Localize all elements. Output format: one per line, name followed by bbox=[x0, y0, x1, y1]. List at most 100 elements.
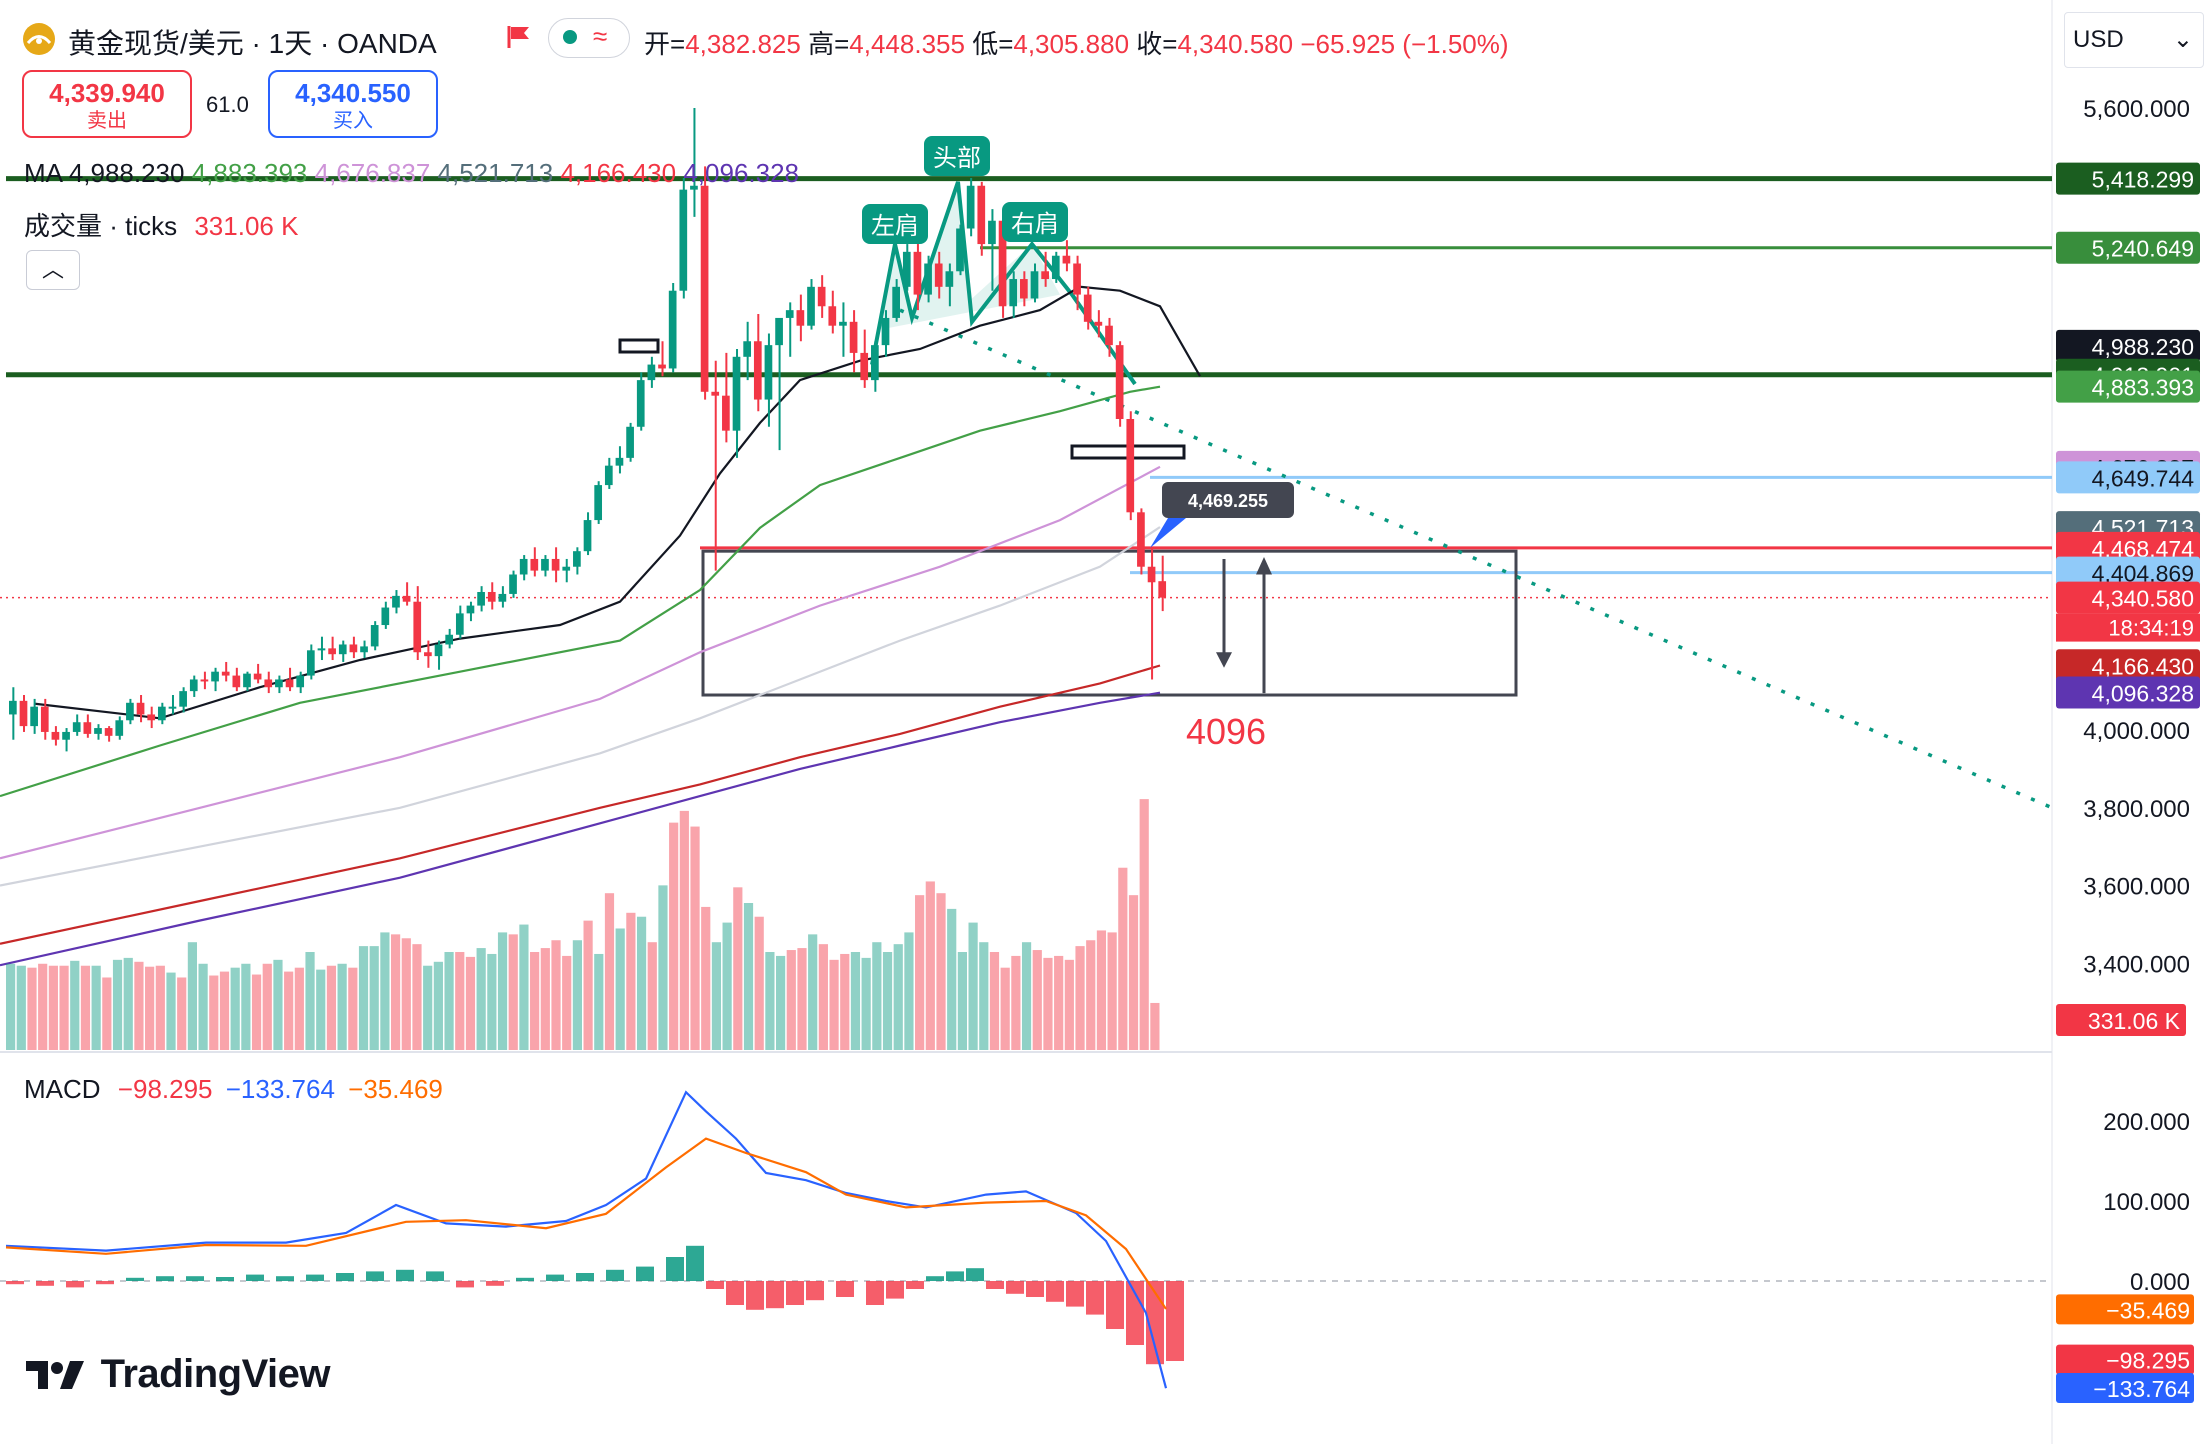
macd-histogram-bar bbox=[426, 1271, 444, 1281]
target-label: 4096 bbox=[1186, 711, 1266, 752]
volume-bar bbox=[669, 822, 679, 1050]
macd-badge-bg bbox=[2056, 1294, 2194, 1325]
candle-body bbox=[9, 700, 17, 715]
ma-legend-label: MA bbox=[24, 158, 62, 188]
left-shoulder-label: 左肩 bbox=[871, 213, 919, 240]
candle-body bbox=[934, 263, 943, 287]
flag-icon[interactable] bbox=[506, 24, 532, 57]
volume-bar bbox=[1021, 942, 1032, 1050]
candle-body bbox=[296, 675, 305, 688]
volume-bar bbox=[326, 965, 337, 1050]
macd-value: −98.295 bbox=[117, 1074, 213, 1104]
volume-bar bbox=[636, 916, 647, 1050]
sell-price: 4,339.940 bbox=[49, 78, 165, 108]
volume-bar bbox=[626, 912, 636, 1050]
volume-bar bbox=[893, 944, 903, 1050]
volume-bar bbox=[797, 948, 807, 1050]
macd-histogram-bar bbox=[126, 1277, 144, 1281]
macd-legend-label: MACD bbox=[24, 1074, 101, 1104]
currency-select[interactable]: USD ⌄ bbox=[2064, 12, 2204, 68]
low-label: 低= bbox=[972, 29, 1014, 59]
macd-histogram-bar bbox=[156, 1276, 174, 1281]
status-pill[interactable]: ≈ bbox=[548, 18, 630, 58]
volume-bar bbox=[1139, 799, 1149, 1050]
price-badge: 4,988.230 bbox=[2092, 334, 2194, 360]
buy-button[interactable]: 4,340.550 买入 bbox=[268, 70, 438, 138]
collapse-legend-button[interactable]: ︿ bbox=[26, 250, 80, 290]
volume-bar bbox=[508, 934, 518, 1050]
symbol-title[interactable]: 黄金现货/美元 · 1天 · OANDA bbox=[68, 28, 437, 59]
macd-histogram-bar bbox=[216, 1277, 234, 1281]
price-badge: 4,883.393 bbox=[2092, 375, 2194, 401]
price-badge: 4,649.744 bbox=[2092, 465, 2195, 491]
volume-bar bbox=[915, 895, 925, 1050]
tradingview-logo[interactable]: TradingView bbox=[26, 1352, 331, 1397]
candle-body bbox=[1030, 271, 1039, 299]
macd-histogram-bar bbox=[96, 1281, 114, 1285]
volume-bar bbox=[861, 957, 871, 1050]
candle-body bbox=[764, 345, 773, 400]
volume-bar bbox=[1011, 955, 1021, 1050]
macd-tick: 0.000 bbox=[2130, 1269, 2190, 1296]
price-badge: 5,418.299 bbox=[2092, 167, 2194, 193]
macd-histogram-bar bbox=[306, 1274, 324, 1281]
volume-bar bbox=[604, 893, 615, 1050]
candle-body bbox=[871, 345, 879, 381]
ma-legend[interactable]: MA 4,988.230 4,883.393 4,676.837 4,521.7… bbox=[24, 158, 799, 189]
candle-body bbox=[1083, 294, 1092, 322]
macd-histogram-bar bbox=[806, 1281, 824, 1301]
price-badge-bg bbox=[2056, 329, 2200, 362]
ma-line bbox=[0, 385, 1161, 798]
candle-body bbox=[338, 644, 347, 655]
ma-line bbox=[0, 465, 1161, 860]
ma-value: 4,521.713 bbox=[437, 158, 554, 188]
volume-bar bbox=[123, 957, 133, 1050]
candle-body bbox=[30, 706, 38, 727]
macd-histogram-bar bbox=[6, 1281, 24, 1285]
macd-histogram-bar bbox=[246, 1274, 264, 1281]
volume-bar bbox=[134, 961, 144, 1050]
volume-bar bbox=[1064, 959, 1074, 1050]
candle-body bbox=[285, 679, 294, 688]
volume-legend-label: 成交量 · ticks bbox=[24, 211, 178, 241]
volume-bar bbox=[219, 971, 230, 1050]
volume-bar bbox=[979, 942, 989, 1050]
candle-body bbox=[1051, 255, 1060, 280]
close-value: 4,340.580 bbox=[1177, 29, 1294, 59]
price-badge-bg bbox=[2056, 461, 2200, 494]
candle-body bbox=[360, 646, 368, 653]
candle-body bbox=[157, 706, 166, 721]
volume-badge-bg bbox=[2056, 1004, 2186, 1036]
volume-bar bbox=[337, 963, 347, 1050]
macd-histogram-bar bbox=[36, 1281, 54, 1286]
market-open-dot-icon bbox=[563, 30, 577, 44]
sell-button[interactable]: 4,339.940 卖出 bbox=[22, 70, 192, 138]
candle-body bbox=[136, 702, 145, 715]
volume-bar bbox=[487, 953, 497, 1050]
macd-histogram-bar bbox=[746, 1281, 764, 1310]
candle-body bbox=[1126, 419, 1135, 513]
ma-value: 4,883.393 bbox=[191, 158, 308, 188]
volume-bar bbox=[145, 966, 155, 1050]
price-badge: 4,166.430 bbox=[2092, 653, 2194, 679]
volume-bar bbox=[786, 950, 796, 1050]
volume-bar bbox=[1000, 967, 1010, 1050]
volume-legend[interactable]: 成交量 · ticks 331.06 K bbox=[24, 206, 298, 243]
volume-bar bbox=[1086, 940, 1096, 1050]
head-label-bg bbox=[924, 136, 990, 176]
volume-bar bbox=[850, 952, 861, 1050]
buy-price: 4,340.550 bbox=[295, 78, 411, 108]
volume-bar bbox=[808, 934, 818, 1050]
candle-body bbox=[573, 551, 581, 567]
price-badge-bg bbox=[2056, 231, 2200, 264]
volume-bar bbox=[1075, 946, 1085, 1050]
volume-bar bbox=[701, 906, 711, 1050]
candle-body bbox=[615, 457, 624, 466]
volume-bar bbox=[594, 953, 604, 1050]
candle-body bbox=[1009, 279, 1018, 307]
candle-body bbox=[732, 356, 741, 431]
macd-legend[interactable]: MACD −98.295 −133.764 −35.469 bbox=[24, 1074, 443, 1105]
delay-icon: ≈ bbox=[593, 21, 608, 51]
candle-body bbox=[40, 706, 49, 732]
